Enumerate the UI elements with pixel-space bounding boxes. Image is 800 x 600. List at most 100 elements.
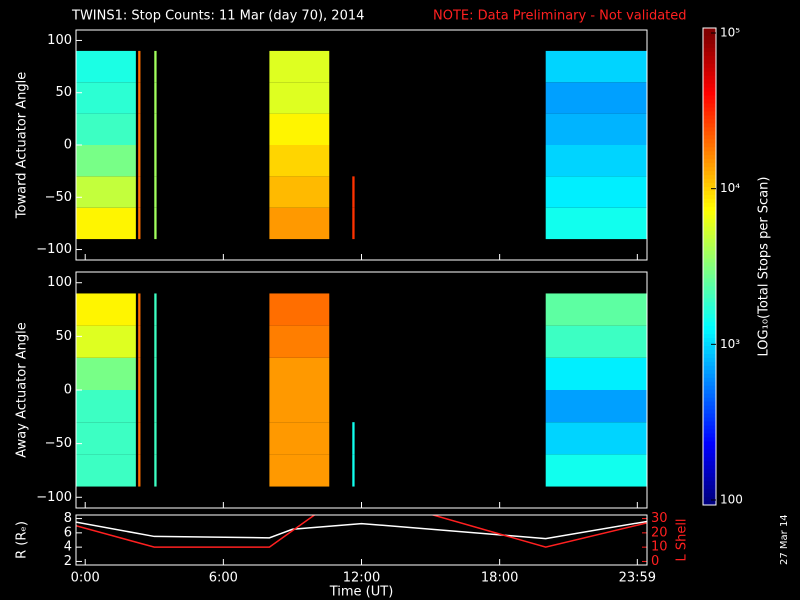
x-tick-label: 6:00 (209, 571, 238, 586)
heat-cell (76, 325, 136, 358)
colorbar-step (703, 473, 716, 478)
colorbar-step (703, 190, 716, 196)
colorbar-step (703, 421, 716, 426)
heat-cell (76, 293, 136, 326)
colorbar-step (703, 151, 716, 156)
colorbar-step (703, 51, 716, 57)
heat-cell (138, 113, 141, 145)
y2-tick-label: 20 (651, 525, 668, 540)
colorbar-step (703, 489, 716, 494)
y2-label: L Shell (675, 518, 690, 561)
colorbar-step (703, 103, 716, 108)
heat-cell (154, 113, 157, 145)
colorbar-step (703, 322, 716, 327)
y-tick-label: 0 (64, 138, 72, 153)
colorbar-step (703, 175, 716, 180)
colorbar-step (703, 469, 716, 474)
heat-cell (269, 113, 330, 145)
colorbar-step (703, 250, 716, 256)
colorbar-step (703, 306, 716, 311)
axis-box (75, 514, 648, 566)
colorbar-tick-label: 100 (720, 493, 743, 507)
y2-tick-label: 0 (651, 554, 659, 569)
heat-cell (154, 145, 157, 177)
colorbar-step (703, 214, 716, 220)
x-label: Time (UT) (329, 585, 394, 600)
plot-area (76, 50, 647, 240)
colorbar-step (703, 457, 716, 462)
colorbar-step (703, 497, 716, 502)
colorbar-step (703, 111, 716, 116)
colorbar-step (703, 262, 716, 267)
colorbar-step (703, 282, 716, 287)
heat-cell (269, 293, 330, 326)
colorbar-step (703, 107, 716, 112)
heat-cell (138, 422, 141, 455)
heat-cell (269, 82, 330, 114)
colorbar-step (703, 465, 716, 470)
heat-cell (154, 422, 157, 455)
colorbar-step (703, 79, 716, 85)
colorbar-step (703, 242, 716, 248)
colorbar-step (703, 218, 716, 224)
colorbar-step (703, 230, 716, 236)
colorbar-step (703, 135, 716, 140)
colorbar-step (703, 222, 716, 228)
heat-cell (138, 293, 141, 326)
colorbar-step (703, 302, 716, 307)
y-tick-label: −50 (45, 436, 72, 451)
heat-cell (76, 145, 136, 177)
y-tick-label: 100 (47, 33, 72, 48)
colorbar-step (703, 63, 716, 69)
colorbar-step (703, 445, 716, 450)
colorbar-step (703, 290, 716, 295)
colorbar-step (703, 258, 716, 264)
colorbar-step (703, 115, 716, 120)
colorbar-step (703, 234, 716, 240)
colorbar-step (703, 99, 716, 105)
x-tick-label: 18:00 (481, 571, 518, 586)
heat-cell (76, 82, 136, 114)
y2-tick-label: 10 (651, 540, 668, 555)
colorbar-step (703, 433, 716, 438)
heat-cell (138, 50, 141, 83)
y-label: Away Actuator Angle (15, 322, 30, 457)
colorbar-step (703, 71, 716, 77)
colorbar-step (703, 493, 716, 498)
heat-cell (138, 176, 141, 208)
colorbar-step (703, 310, 716, 315)
heat-cell (352, 422, 355, 455)
colorbar-step (703, 441, 716, 446)
heat-cell (269, 145, 330, 177)
heat-cell (76, 390, 136, 423)
colorbar-step (703, 342, 716, 347)
y-tick-label: 100 (47, 275, 72, 290)
y-tick-label: 6 (64, 525, 72, 540)
y-tick-label: 4 (64, 540, 72, 555)
colorbar-tick-label: 10⁴ (720, 181, 740, 195)
heat-cell (545, 145, 647, 177)
colorbar-step (703, 314, 716, 319)
title: TWINS1: Stop Counts: 11 Mar (day 70), 20… (71, 9, 364, 24)
colorbar-step (703, 202, 716, 208)
heat-cell (138, 357, 141, 390)
heat-cell (545, 454, 647, 487)
heat-cell (269, 422, 330, 455)
heat-cell (138, 325, 141, 358)
heat-cell (545, 357, 647, 390)
colorbar-step (703, 210, 716, 216)
colorbar-step (703, 338, 716, 343)
heat-cell (76, 207, 136, 240)
colorbar-step (703, 449, 716, 454)
colorbar-step (703, 357, 716, 363)
heat-cell (545, 50, 647, 83)
colorbar-step (703, 334, 716, 339)
colorbar-step (703, 246, 716, 252)
colorbar-tick-label: 10³ (720, 337, 740, 351)
colorbar-step (703, 95, 716, 101)
colorbar-step (703, 425, 716, 430)
colorbar-step (703, 59, 716, 65)
colorbar-step (703, 163, 716, 168)
heat-cell (154, 293, 157, 326)
